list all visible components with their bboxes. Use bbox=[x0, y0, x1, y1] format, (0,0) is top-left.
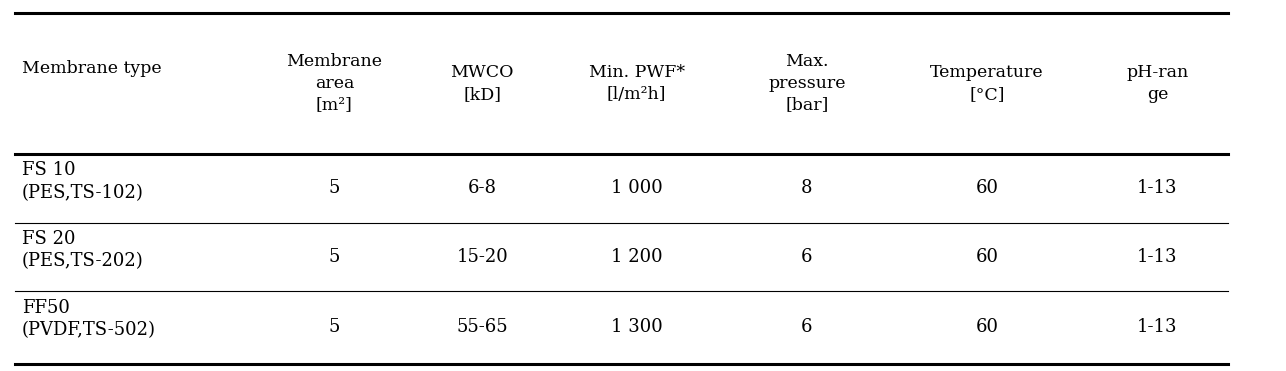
Text: 1 000: 1 000 bbox=[611, 179, 662, 197]
Text: 6: 6 bbox=[801, 248, 813, 266]
Text: Min. PWF*
[l/m²h]: Min. PWF* [l/m²h] bbox=[589, 64, 684, 103]
Text: 60: 60 bbox=[976, 179, 998, 197]
Text: 1-13: 1-13 bbox=[1137, 248, 1178, 266]
Text: pH-ran
ge: pH-ran ge bbox=[1127, 64, 1188, 103]
Text: 60: 60 bbox=[976, 248, 998, 266]
Text: FS 10
(PES,TS-102): FS 10 (PES,TS-102) bbox=[22, 161, 144, 201]
Text: FF50
(PVDF,TS-502): FF50 (PVDF,TS-502) bbox=[22, 299, 156, 339]
Text: 1-13: 1-13 bbox=[1137, 179, 1178, 197]
Text: 8: 8 bbox=[801, 179, 813, 197]
Text: MWCO
[kD]: MWCO [kD] bbox=[450, 64, 514, 103]
Text: 15-20: 15-20 bbox=[457, 248, 508, 266]
Text: Membrane
area
[m²]: Membrane area [m²] bbox=[287, 53, 382, 114]
Text: 5: 5 bbox=[329, 248, 340, 266]
Text: Membrane type: Membrane type bbox=[22, 60, 162, 77]
Text: Max.
pressure
[bar]: Max. pressure [bar] bbox=[768, 53, 846, 114]
Text: 6: 6 bbox=[801, 318, 813, 336]
Text: 1 300: 1 300 bbox=[611, 318, 662, 336]
Text: 1 200: 1 200 bbox=[611, 248, 662, 266]
Text: 60: 60 bbox=[976, 318, 998, 336]
Text: 5: 5 bbox=[329, 318, 340, 336]
Text: FS 20
(PES,TS-202): FS 20 (PES,TS-202) bbox=[22, 230, 144, 270]
Text: Temperature
[°C]: Temperature [°C] bbox=[930, 64, 1044, 103]
Text: 55-65: 55-65 bbox=[457, 318, 508, 336]
Text: 6-8: 6-8 bbox=[468, 179, 496, 197]
Text: 5: 5 bbox=[329, 179, 340, 197]
Text: 1-13: 1-13 bbox=[1137, 318, 1178, 336]
